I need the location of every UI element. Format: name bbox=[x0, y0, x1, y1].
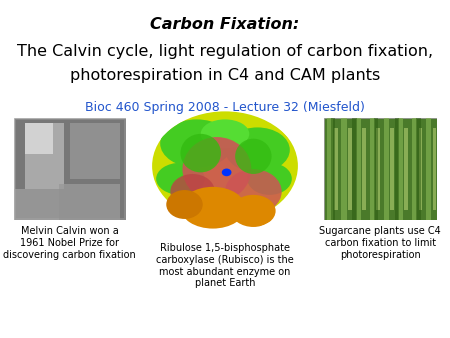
Ellipse shape bbox=[222, 169, 231, 176]
Bar bbox=[331, 118, 335, 220]
Ellipse shape bbox=[152, 110, 298, 222]
Bar bbox=[374, 118, 378, 220]
Text: Sugarcane plants use C4
carbon fixation to limit
photorespiration: Sugarcane plants use C4 carbon fixation … bbox=[320, 226, 441, 260]
Ellipse shape bbox=[248, 163, 292, 195]
Bar bbox=[25, 123, 64, 189]
Ellipse shape bbox=[156, 163, 205, 195]
Bar bbox=[362, 128, 365, 210]
Text: photorespiration in C4 and CAM plants: photorespiration in C4 and CAM plants bbox=[70, 68, 380, 82]
Ellipse shape bbox=[166, 190, 203, 219]
Bar bbox=[342, 118, 347, 220]
Bar bbox=[14, 189, 58, 220]
Bar bbox=[405, 128, 408, 210]
Ellipse shape bbox=[146, 110, 304, 235]
Text: Carbon Fixation:: Carbon Fixation: bbox=[150, 17, 300, 32]
Ellipse shape bbox=[160, 119, 233, 168]
Bar bbox=[352, 118, 356, 220]
Ellipse shape bbox=[235, 139, 272, 174]
Bar bbox=[356, 118, 361, 220]
Bar bbox=[418, 128, 422, 210]
Bar bbox=[58, 184, 121, 220]
Ellipse shape bbox=[225, 127, 290, 172]
Ellipse shape bbox=[170, 174, 215, 209]
Bar bbox=[412, 118, 418, 220]
Ellipse shape bbox=[225, 169, 282, 214]
Text: The Calvin cycle, light regulation of carbon fixation,: The Calvin cycle, light regulation of ca… bbox=[17, 44, 433, 59]
Bar bbox=[398, 118, 403, 220]
Ellipse shape bbox=[201, 119, 249, 148]
Ellipse shape bbox=[183, 137, 251, 201]
Bar bbox=[334, 128, 338, 210]
Ellipse shape bbox=[180, 187, 245, 228]
Bar bbox=[369, 118, 375, 220]
Bar bbox=[25, 123, 53, 154]
Bar bbox=[426, 118, 432, 220]
Text: Bioc 460 Spring 2008 - Lecture 32 (Miesfeld): Bioc 460 Spring 2008 - Lecture 32 (Miesf… bbox=[85, 101, 365, 114]
Bar bbox=[70, 123, 121, 179]
Bar bbox=[391, 128, 394, 210]
Bar bbox=[383, 118, 389, 220]
Bar bbox=[328, 118, 333, 220]
Ellipse shape bbox=[231, 195, 275, 227]
Bar bbox=[376, 128, 380, 210]
Bar bbox=[416, 118, 421, 220]
Bar bbox=[348, 128, 351, 210]
Ellipse shape bbox=[180, 134, 221, 172]
Text: Ribulose 1,5-bisphosphate
carboxylase (Rubisco) is the
most abundant enzyme on
p: Ribulose 1,5-bisphosphate carboxylase (R… bbox=[156, 243, 294, 288]
Bar bbox=[432, 128, 436, 210]
Text: Melvin Calvin won a
1961 Nobel Prize for
discovering carbon fixation: Melvin Calvin won a 1961 Nobel Prize for… bbox=[4, 226, 136, 260]
Bar bbox=[395, 118, 400, 220]
